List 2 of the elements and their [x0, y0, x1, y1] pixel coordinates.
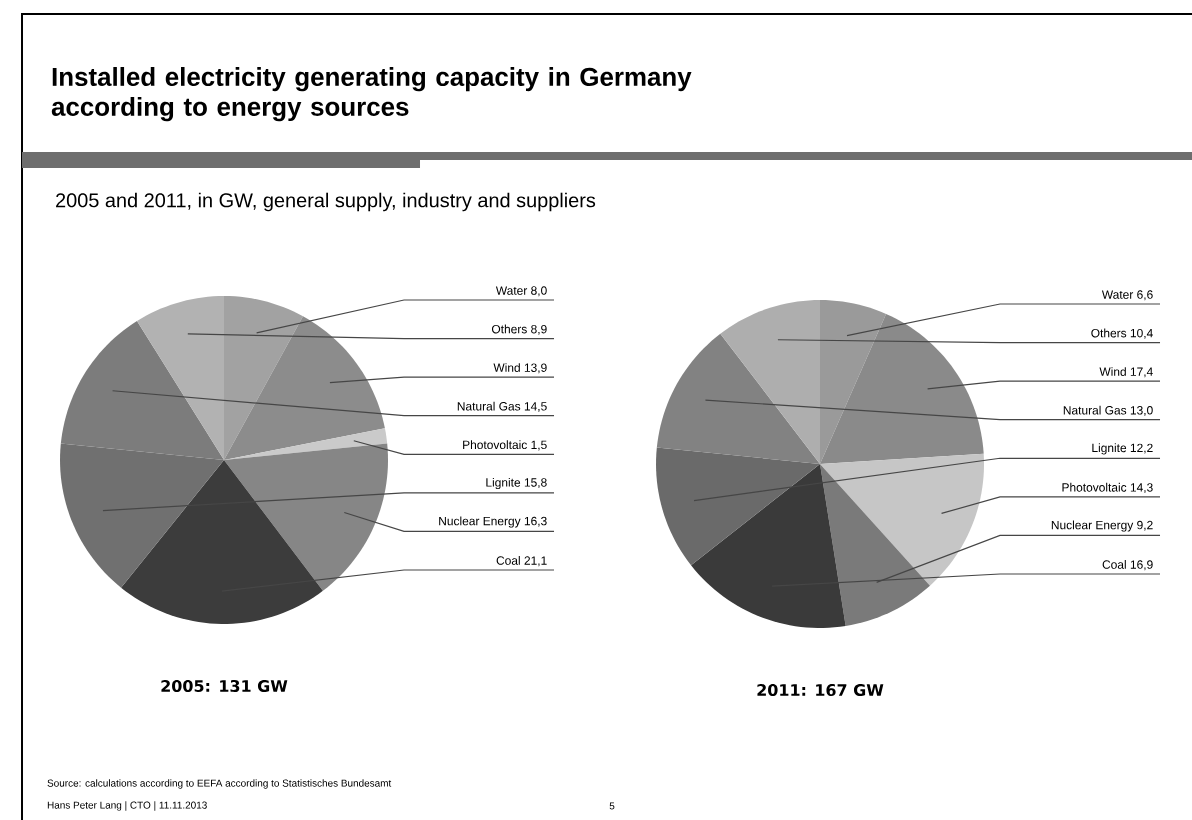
text: 2005 and 2011, in GW, general supply, industry and suppliers — [56, 192, 596, 212]
text: Installed electricity generating capacity in Germany according to energy sources — [51, 67, 692, 122]
